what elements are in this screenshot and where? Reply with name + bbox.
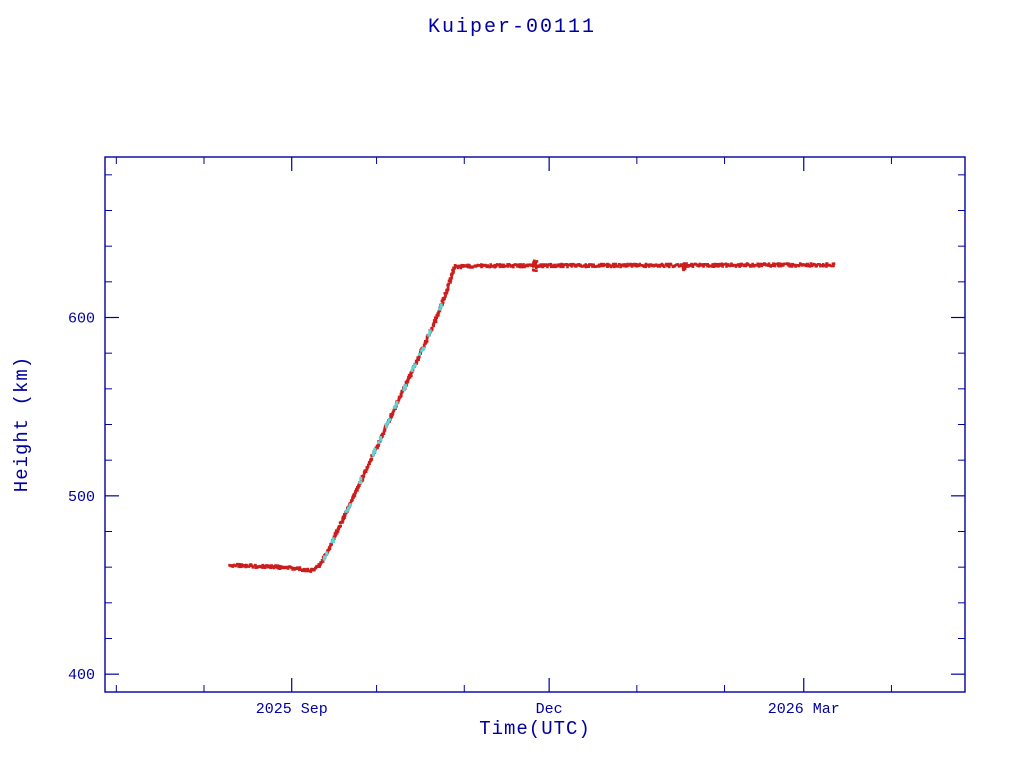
axis-frame-and-ticks: 400 500 600 2025 Sep Dec 2026 Mar: [68, 156, 966, 718]
tick-label: 400: [68, 667, 95, 684]
tick-label: 2025 Sep: [256, 701, 328, 718]
series-orbit-height: [228, 262, 836, 573]
tick-label: 600: [68, 311, 95, 328]
tick-label: 500: [68, 489, 95, 506]
flare-0: [531, 259, 539, 272]
x-axis-label: Time(UTC): [479, 718, 591, 740]
plot-frame: [104, 156, 966, 693]
flare-1: [681, 262, 688, 272]
chart-title: Kuiper-00111: [427, 16, 597, 39]
series-maneuver-points: [322, 303, 443, 561]
y-axis-label: Height (km): [11, 355, 33, 493]
tick-label: 2026 Mar: [768, 701, 840, 718]
tick-label: Dec: [536, 701, 563, 718]
